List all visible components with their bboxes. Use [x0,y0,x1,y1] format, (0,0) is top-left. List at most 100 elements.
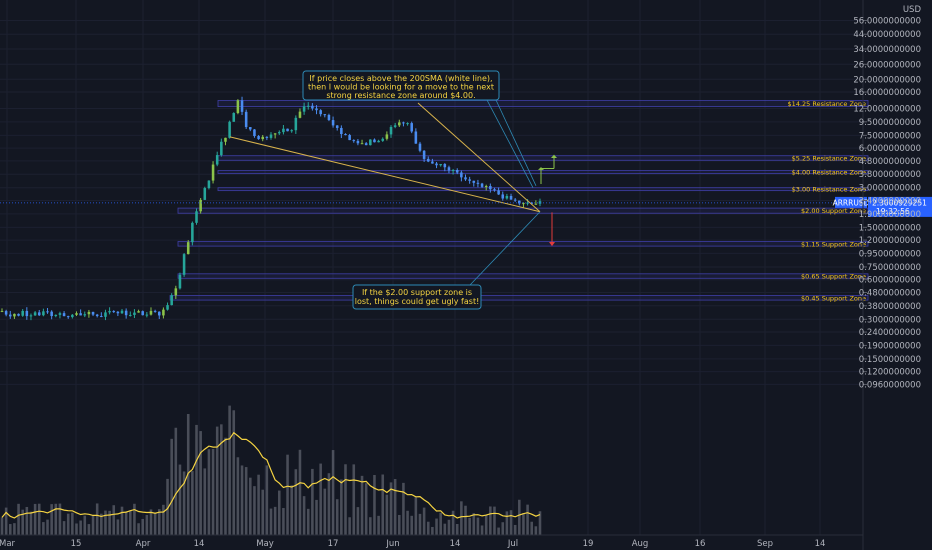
candle-body [306,105,310,107]
candle-body [71,314,74,318]
volume-bar [224,437,227,535]
volume-bar [290,485,293,535]
volume-bar [323,488,327,535]
candle-body [381,138,385,141]
candle-body [505,196,509,199]
volume-bar [484,515,488,535]
volume-bar [364,483,368,535]
volume-bar [377,515,380,535]
volume-bar [385,494,389,535]
volume-bar [327,473,331,535]
zone-label: $0.45 Support Zone [801,294,866,302]
volume-bar [4,507,8,535]
candle-body [298,111,302,118]
volume-layer [0,405,542,535]
volume-bar [426,521,430,535]
volume-bar [75,523,78,535]
zone-label: $0.65 Support Zone [801,273,866,281]
candle-body [133,312,136,315]
candle-body [108,311,111,313]
volume-bar [319,463,322,535]
candle-body [356,140,360,144]
time-tick-label: 17 [328,539,339,549]
price-tick-label: 4.8000000000 [859,157,921,167]
candle-body [58,313,62,315]
volume-bar [269,508,273,535]
candle-body [87,311,91,315]
price-tick-label: 16.0000000000 [853,88,921,98]
candle-body [0,311,4,313]
candle-body [418,143,422,151]
candle-body [335,125,339,128]
zone-band [169,295,869,301]
candle-body [460,172,463,178]
volume-bar [373,475,376,535]
volume-bar [509,510,513,535]
symbol-tag-text: ARRRUSD [833,198,870,207]
volume-bar [95,503,99,535]
zones-layer: $14.25 Resistance Zone $5.25 Resistance Z… [169,100,869,302]
volume-bar [58,503,62,535]
volume-bar [352,464,356,535]
price-tick-label: 6.0000000000 [859,144,921,154]
candle-body [37,312,41,316]
candle-body [100,316,103,318]
volume-bar [335,499,339,535]
annotation-text: then I would be looking for a move to th… [308,83,494,92]
candle-body [352,140,356,142]
zone-band [177,241,869,247]
candle-body [25,310,29,317]
volume-bar [244,467,248,535]
volume-bar [17,503,20,535]
volume-bar [435,518,438,535]
candles-layer [0,96,542,321]
candle-body [331,120,335,126]
candle-body [116,311,120,314]
candle-body [261,136,265,140]
candle-body [62,313,66,317]
price-tick-label: 0.2400000000 [859,328,921,338]
volume-bar [306,508,310,535]
candle-body [75,313,78,315]
volume-bar [87,524,91,535]
candle-body [484,186,488,188]
price-tick-label: 44.0000000000 [853,30,921,40]
target-arrow-head [538,167,544,170]
candle-body [104,312,107,317]
volume-bar [472,513,476,535]
candle-body [431,161,434,164]
candle-body [29,315,33,317]
price-tick-label: 0.7500000000 [859,263,921,273]
candle-body [315,108,318,111]
time-tick-label: 16 [695,539,706,549]
volume-bar [66,513,70,535]
candle-body [203,188,207,200]
volume-bar [402,482,405,535]
price-tick-label: 20.0000000000 [853,75,921,85]
candle-body [265,136,269,138]
volume-bar [42,522,45,535]
downside-arrow-head [549,242,555,247]
volume-bar [389,482,393,535]
volume-bar [311,468,314,535]
volume-bar [410,515,413,535]
candle-body [435,163,438,166]
price-tick-label: 2.4000000000 [859,196,921,206]
volume-bar [13,523,16,535]
volume-bar [137,523,140,535]
volume-bar [451,510,455,535]
volume-bar [215,426,219,535]
volume-bar [129,510,132,535]
price-tick-label: 0.1900000000 [859,341,921,351]
candle-body [112,311,116,313]
volume-bar [0,517,4,535]
annotation-text: If the $2.00 support zone is [362,288,472,297]
volume-bar [460,501,463,535]
candle-body [83,314,87,316]
time-tick-label: Jun [385,539,399,549]
candle-body [137,311,140,313]
volume-bar [526,504,529,535]
volume-bar [203,468,207,535]
